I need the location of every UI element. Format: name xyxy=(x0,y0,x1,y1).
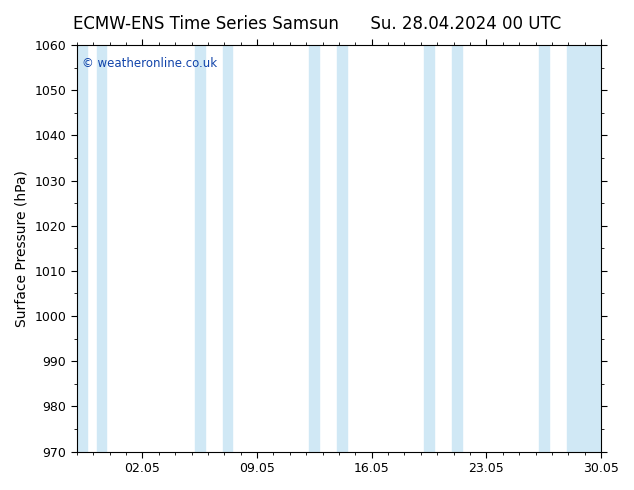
Text: ECMW-ENS Time Series Samsun      Su. 28.04.2024 00 UTC: ECMW-ENS Time Series Samsun Su. 28.04.20… xyxy=(73,15,561,33)
Bar xyxy=(309,45,320,452)
Y-axis label: Surface Pressure (hPa): Surface Pressure (hPa) xyxy=(15,170,29,327)
Bar xyxy=(567,45,601,452)
Bar xyxy=(195,45,205,452)
Bar xyxy=(424,45,434,452)
Text: © weatheronline.co.uk: © weatheronline.co.uk xyxy=(82,57,217,70)
Bar xyxy=(452,45,462,452)
Bar xyxy=(77,45,87,452)
Bar xyxy=(539,45,548,452)
Bar xyxy=(337,45,347,452)
Bar xyxy=(96,45,107,452)
Bar xyxy=(223,45,233,452)
